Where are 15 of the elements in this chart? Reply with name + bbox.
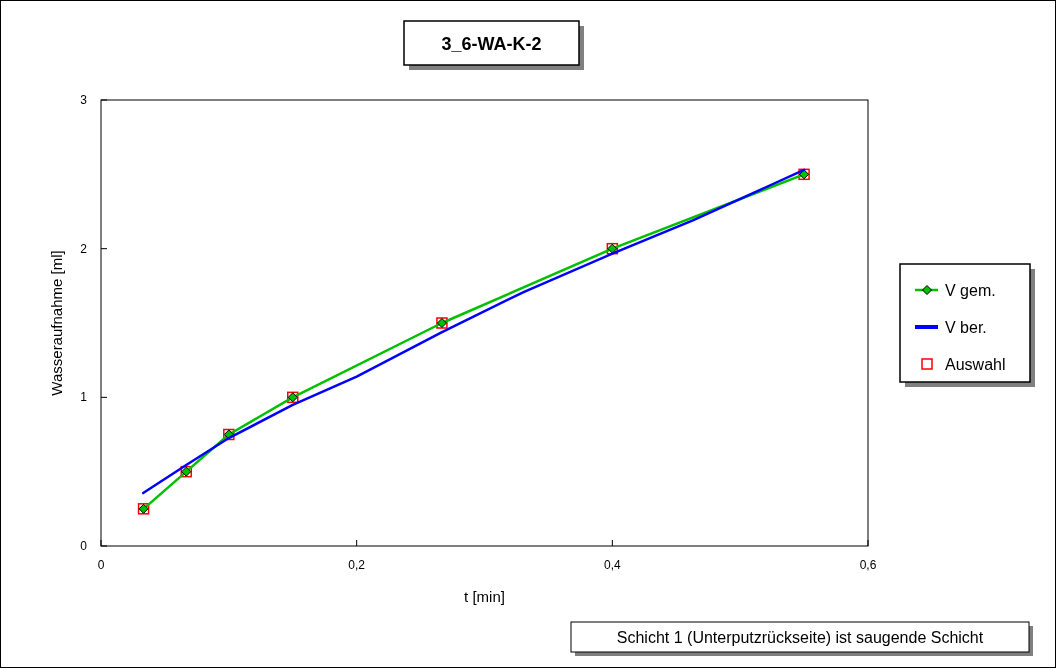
- legend-label: V ber.: [945, 319, 987, 336]
- y-tick-label: 3: [80, 93, 88, 107]
- y-tick-label: 2: [80, 241, 88, 256]
- x-tick-label: 0,6: [859, 558, 877, 572]
- chart-title: 3_6-WA-K-2: [441, 34, 542, 54]
- x-axis-title: t [min]: [464, 588, 505, 605]
- legend-label: Auswahl: [945, 356, 1006, 373]
- legend-label: V gem.: [945, 282, 996, 299]
- x-tick-label: 0: [97, 558, 105, 572]
- x-tick-label: 0,2: [348, 558, 366, 572]
- y-axis-title: Wasseraufnahme [ml]: [48, 250, 65, 396]
- x-tick-label: 0,4: [603, 558, 621, 572]
- y-tick-label: 1: [80, 390, 88, 405]
- text: Schicht 1 (Unterputzrückseite) ist saugende Schicht: [616, 629, 984, 646]
- y-tick-label: 0: [80, 539, 88, 553]
